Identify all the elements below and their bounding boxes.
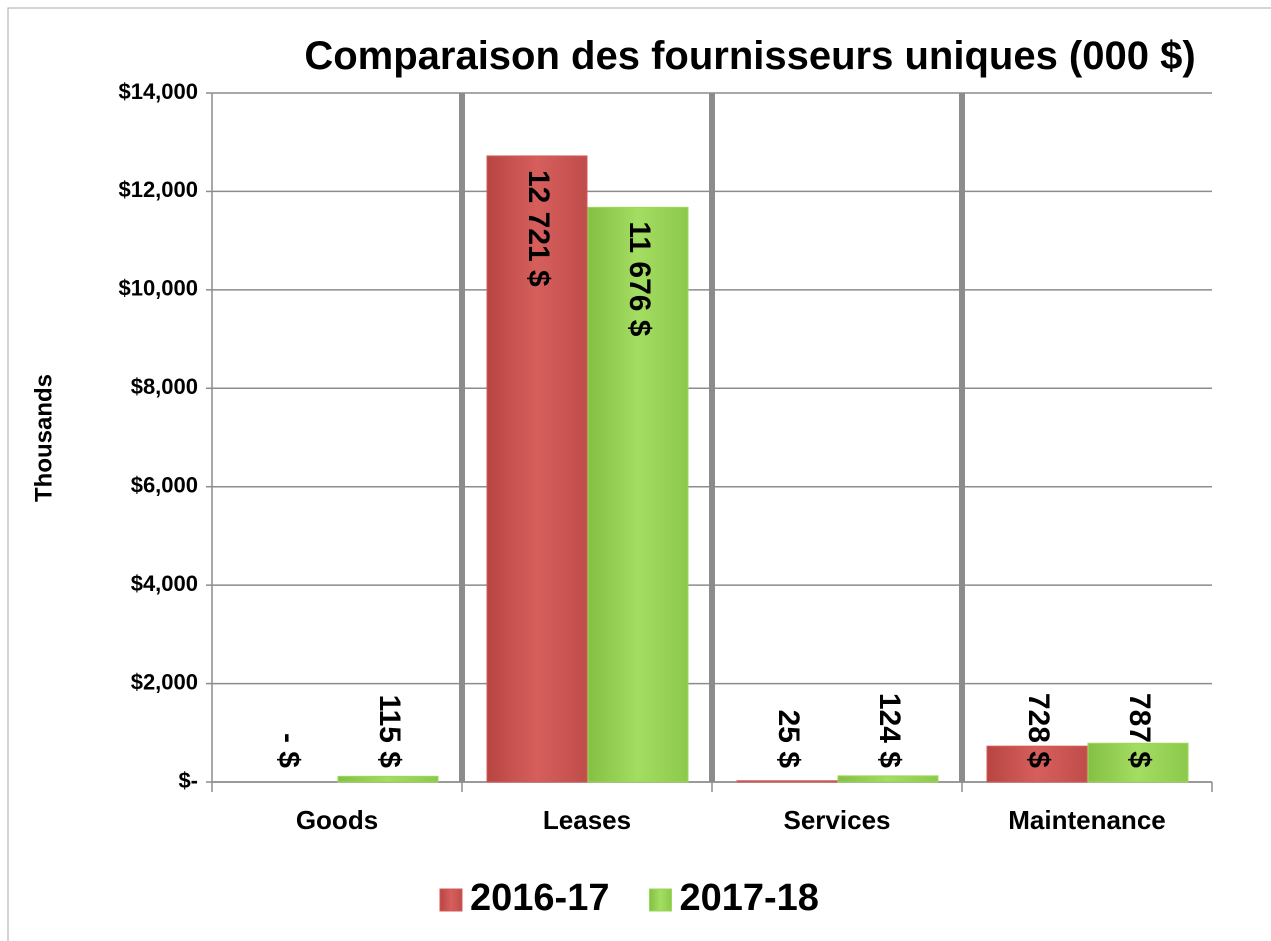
y-tick-label: $2,000 (131, 669, 198, 694)
y-tick-label: $8,000 (131, 374, 198, 399)
y-tick-label: $6,000 (131, 473, 198, 498)
legend-marker (439, 888, 463, 912)
data-label: 25 $ (772, 710, 805, 769)
bar (587, 206, 689, 783)
x-tick-label: Maintenance (1008, 805, 1166, 835)
bar (736, 780, 838, 783)
data-label: 124 $ (873, 693, 906, 768)
y-axis-label: Thousands (30, 374, 57, 502)
y-tick-label: $12,000 (118, 177, 198, 202)
chart-border (7, 7, 1271, 941)
x-tick-label: Goods (296, 805, 378, 835)
legend-label: 2016-17 (470, 877, 609, 919)
chart-title: Comparaison des fournisseurs uniques (00… (304, 34, 1196, 78)
data-label: 115 $ (373, 695, 406, 769)
x-tick-label: Services (784, 805, 891, 835)
legend-marker (648, 888, 672, 912)
y-tick-label: $4,000 (131, 571, 198, 596)
y-tick-label: $10,000 (118, 276, 198, 301)
data-label: 12 721 $ (522, 170, 555, 287)
data-label: 787 $ (1123, 693, 1156, 768)
bar (1087, 742, 1189, 783)
x-tick-label: Leases (543, 805, 631, 835)
data-label: - $ (272, 733, 305, 768)
bar (986, 745, 1088, 783)
bar (337, 775, 439, 783)
data-label: 11 676 $ (623, 221, 656, 336)
y-tick-label: $14,000 (118, 79, 198, 104)
bar (486, 155, 588, 783)
y-tick-label: $- (178, 768, 198, 793)
data-label: 728 $ (1022, 693, 1055, 768)
bar (837, 775, 939, 783)
legend-label: 2017-18 (679, 877, 818, 919)
